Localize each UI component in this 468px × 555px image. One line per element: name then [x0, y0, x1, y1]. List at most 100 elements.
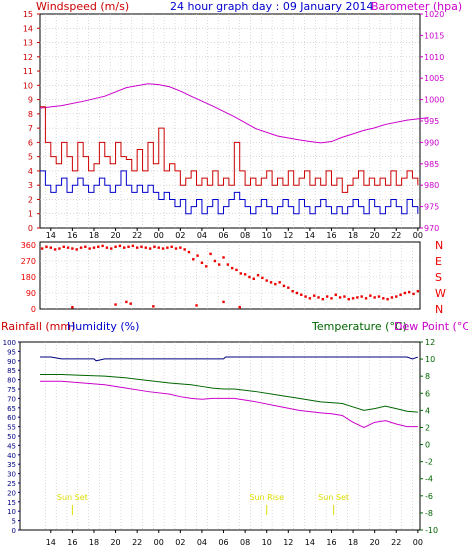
wind-direction-point — [317, 296, 320, 299]
wind-direction-point — [179, 246, 182, 249]
wind-direction-point — [313, 294, 316, 297]
sun-annotation: Sun Set — [318, 493, 349, 502]
wind-direction-point — [416, 290, 420, 293]
wind-tick-label: 3 — [28, 181, 33, 190]
wind-direction-point — [222, 256, 225, 259]
compass-label: S — [435, 271, 442, 284]
wind-direction-point — [338, 296, 342, 299]
wind-direction-point — [209, 252, 212, 256]
wind-direction-point — [343, 295, 346, 298]
wind-tick-label: 1 — [28, 210, 33, 219]
wind-direction-point — [40, 247, 44, 250]
graph-title: 24 hour graph day : 09 January 2014 — [170, 0, 374, 13]
time-tick-label-top: 06 — [218, 231, 228, 240]
wind-direction-point — [135, 246, 139, 249]
time-tick-label-bottom: 08 — [240, 538, 250, 547]
wind-direction-point — [408, 290, 411, 294]
temp-tick-label: -8 — [425, 509, 433, 518]
wind-tick-label: 14 — [23, 24, 33, 33]
humidity-tick-label: 75 — [7, 386, 16, 394]
wind-direction-point — [291, 290, 294, 293]
dir-tick-label: 0 — [31, 305, 36, 314]
time-tick-label-top: 00 — [413, 231, 423, 240]
baro-tick-label: 1000 — [424, 96, 444, 105]
wind-direction-point — [390, 296, 394, 299]
baro-tick-label: 980 — [424, 181, 439, 190]
temp-tick-label: -6 — [425, 492, 433, 501]
time-tick-label-bottom: 18 — [89, 538, 99, 547]
time-tick-label-top: 02 — [175, 231, 185, 240]
barometer-axis-title: Barometer (hpa) — [371, 0, 462, 13]
dir-tick-label: 180 — [21, 273, 36, 282]
time-tick-label-top: 20 — [110, 231, 120, 240]
temp-tick-label: -4 — [425, 475, 433, 484]
temp-tick-label: -10 — [425, 526, 438, 535]
humidity-tick-label: 25 — [7, 480, 16, 488]
wind-direction-point — [412, 292, 415, 296]
compass-label: N — [435, 239, 443, 252]
baro-tick-label: 1010 — [424, 53, 444, 62]
humidity-tick-label: 80 — [7, 377, 16, 385]
wind-direction-point — [118, 244, 122, 248]
wind-direction-point — [287, 286, 290, 289]
wind-direction-point — [79, 246, 83, 249]
wind-direction-point — [92, 246, 96, 249]
time-tick-label-top: 22 — [132, 231, 142, 240]
wind-direction-point — [377, 295, 381, 298]
wind-direction-point — [75, 248, 78, 251]
time-tick-label-top: 14 — [305, 231, 315, 240]
wind-direction-point — [170, 245, 173, 248]
wind-direction-point — [153, 245, 156, 248]
humidity-tick-label: 90 — [7, 358, 16, 366]
wind-direction-point — [45, 245, 48, 248]
axis-layer: 0123456789101112131415970975980985990995… — [3, 10, 446, 547]
humidity-panel-frame — [19, 341, 421, 531]
compass-label: N — [435, 303, 443, 316]
wind-direction-point — [282, 284, 286, 288]
humidity-tick-label: 70 — [7, 395, 16, 403]
wind-tick-label: 2 — [28, 195, 33, 204]
baro-tick-label: 990 — [424, 138, 439, 147]
wind-direction-point — [110, 247, 113, 250]
wind-direction-point — [114, 245, 117, 248]
wind-direction-point — [88, 247, 91, 250]
wind-direction-point — [364, 297, 368, 300]
time-tick-label-bottom: 14 — [305, 538, 315, 547]
wind-tick-label: 15 — [23, 10, 33, 19]
humidity-line — [40, 356, 419, 362]
humidity-tick-label: 10 — [7, 508, 16, 516]
wind-direction-point — [230, 266, 234, 270]
time-tick-label-bottom: 16 — [67, 538, 77, 547]
temp-tick-label: 12 — [425, 338, 435, 347]
temperature-axis-title: Temperature (°C) — [311, 320, 407, 333]
wind-direction-point — [84, 245, 87, 248]
grid-layer — [40, 14, 420, 530]
wind-direction-point — [187, 250, 191, 254]
wind-direction-point — [192, 258, 195, 261]
wind-average-line — [40, 170, 419, 215]
wind-direction-point — [218, 263, 221, 266]
time-tick-label-bottom: 16 — [326, 538, 336, 547]
humidity-tick-label: 35 — [7, 461, 16, 469]
wind-direction-point — [166, 246, 169, 249]
barometer-line — [39, 83, 429, 144]
baro-tick-label: 985 — [424, 160, 439, 169]
time-tick-label-top: 16 — [326, 231, 336, 240]
wind-direction-point — [243, 273, 247, 276]
wind-direction-point — [101, 244, 104, 248]
humidity-tick-label: 60 — [7, 414, 16, 422]
dir-tick-label: 90 — [26, 289, 36, 298]
sun-annotation: Sun Rise — [249, 493, 284, 502]
wind-direction-point — [152, 305, 155, 308]
temp-tick-label: 0 — [425, 441, 430, 450]
wind-direction-point — [157, 246, 160, 249]
wind-direction-point — [295, 291, 299, 295]
wind-direction-point — [161, 247, 165, 250]
time-tick-label-bottom: 20 — [110, 538, 120, 547]
compass-label: E — [435, 255, 442, 268]
humidity-tick-label: 65 — [7, 405, 16, 413]
wind-direction-point — [360, 295, 363, 298]
time-tick-label-bottom: 02 — [175, 538, 185, 547]
